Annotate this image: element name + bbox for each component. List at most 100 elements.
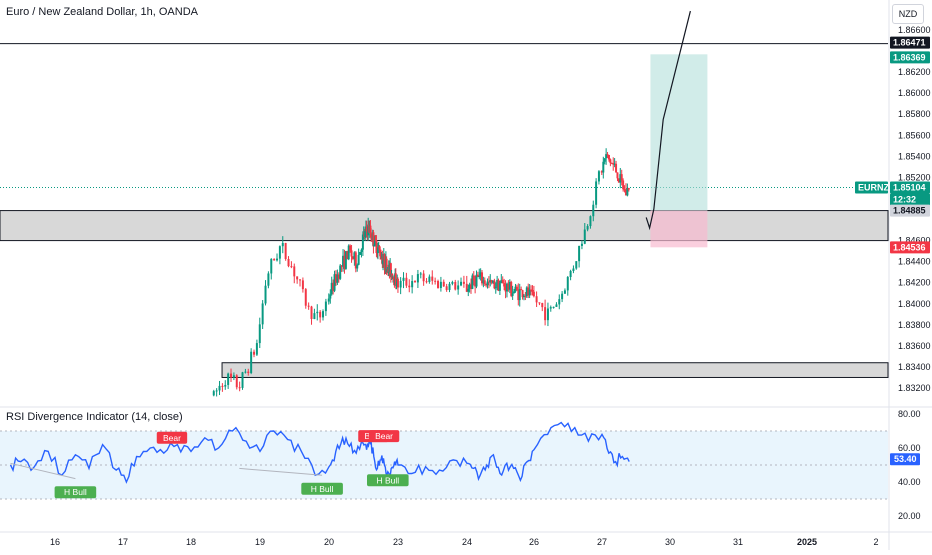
candle-121: [422, 273, 425, 282]
candle-178: [524, 295, 527, 297]
zone-lower: [221, 362, 889, 378]
candle-4: [224, 384, 227, 387]
rsi-value-label: 53.40: [894, 454, 917, 464]
candle-16: [258, 324, 261, 344]
stop-zone: [650, 210, 708, 248]
candle-174: [518, 289, 521, 301]
candle-1: [215, 390, 218, 392]
candle-82: [375, 240, 378, 253]
candle-59: [354, 252, 357, 269]
candle-137: [467, 288, 470, 292]
target-zone: [650, 54, 708, 211]
candle-136: [465, 283, 468, 292]
candle-54: [347, 245, 350, 260]
candle-160: [498, 283, 501, 291]
price-tick-5: 1.85400: [898, 151, 931, 161]
candle-217: [613, 163, 616, 165]
candle-222: [620, 174, 623, 181]
candle-189: [546, 308, 549, 321]
candle-169: [511, 293, 514, 296]
candle-195: [563, 290, 566, 294]
candle-132: [454, 282, 457, 290]
candle-118: [414, 281, 417, 283]
divergence-label-bg-0: [54, 486, 97, 499]
time-tick-7: 26: [529, 537, 539, 547]
candle-36: [316, 311, 319, 314]
candle-40: [327, 298, 330, 302]
candle-2: [218, 385, 221, 391]
candle-26: [287, 258, 290, 267]
price-label-bg-4: [890, 193, 930, 206]
candle-165: [505, 283, 508, 292]
candle-18: [264, 285, 267, 304]
candle-140: [471, 275, 474, 289]
candle-25: [284, 242, 287, 259]
candle-53: [346, 251, 349, 260]
rsi-value-bg: [890, 453, 920, 466]
candle-49: [340, 265, 343, 267]
candle-226: [626, 188, 629, 196]
time-tick-1: 17: [118, 537, 128, 547]
candle-35: [313, 313, 316, 319]
currency-selector[interactable]: NZD: [892, 4, 924, 24]
price-tick-8: 1.84400: [898, 257, 931, 267]
candle-17: [261, 303, 264, 325]
candle-129: [445, 286, 448, 290]
candle-14: [253, 351, 256, 355]
candle-151: [486, 281, 489, 286]
candle-50: [342, 255, 345, 267]
candle-149: [483, 280, 486, 284]
candle-164: [504, 286, 507, 292]
candle-156: [493, 280, 496, 289]
candle-61: [357, 254, 360, 265]
chart-title: Euro / New Zealand Dollar, 1h, OANDA: [6, 6, 198, 18]
candle-62: [359, 251, 362, 255]
price-tick-10: 1.84000: [898, 299, 931, 309]
price-tick-2: 1.86000: [898, 88, 931, 98]
candle-86: [378, 246, 381, 251]
candle-168: [510, 281, 513, 296]
candle-6: [230, 373, 233, 378]
candle-213: [607, 154, 610, 160]
candle-58: [353, 252, 356, 259]
price-label-bg-1: [890, 51, 930, 64]
candle-127: [439, 281, 442, 288]
candle-206: [595, 181, 598, 205]
candle-32: [304, 289, 307, 306]
divergence-line-2: [239, 467, 323, 476]
price-tick-4: 1.85600: [898, 130, 931, 140]
candle-176: [521, 290, 524, 298]
candle-152: [487, 281, 490, 283]
candle-123: [428, 276, 431, 282]
price-label-bg-6: [890, 241, 930, 254]
candle-56: [350, 250, 353, 257]
candle-175: [520, 289, 523, 291]
divergence-label-4: Bear: [375, 431, 393, 441]
rsi-tick-0: 80.00: [898, 409, 921, 419]
time-tick-8: 27: [597, 537, 607, 547]
candle-153: [489, 280, 492, 283]
candle-91: [382, 260, 385, 265]
candle-115: [405, 277, 408, 286]
price-label-4: 12:32: [893, 195, 916, 205]
rsi-line: [9, 421, 630, 484]
candle-119: [416, 274, 419, 283]
candle-163: [503, 283, 506, 287]
price-label-1: 1.86369: [893, 52, 926, 62]
candle-87: [379, 250, 382, 257]
candle-117: [411, 281, 414, 288]
candle-130: [448, 283, 451, 290]
candle-150: [485, 283, 488, 286]
time-tick-5: 23: [393, 537, 403, 547]
candle-209: [602, 161, 605, 173]
candle-106: [392, 276, 395, 281]
time-tick-11: 2025: [797, 537, 817, 547]
candle-192: [555, 304, 558, 307]
candle-46: [336, 274, 339, 283]
time-tick-0: 16: [50, 537, 60, 547]
candle-60: [356, 264, 359, 269]
candle-24: [281, 242, 284, 247]
candle-223: [622, 180, 625, 190]
